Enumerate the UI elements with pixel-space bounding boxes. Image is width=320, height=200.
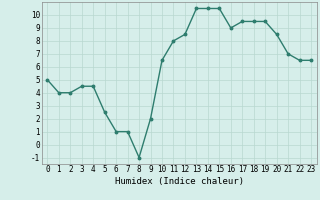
X-axis label: Humidex (Indice chaleur): Humidex (Indice chaleur) [115, 177, 244, 186]
